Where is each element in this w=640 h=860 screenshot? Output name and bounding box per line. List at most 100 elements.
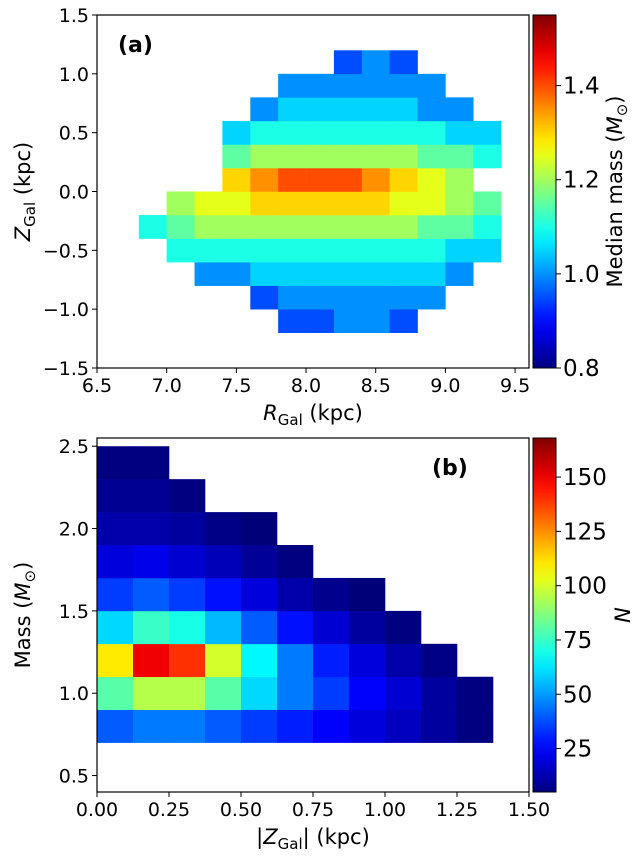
heatmap-cell bbox=[306, 73, 335, 98]
heatmap-cell bbox=[333, 262, 363, 286]
heatmap-cell bbox=[361, 73, 390, 98]
label-part: | bbox=[256, 825, 263, 850]
heatmap-cell bbox=[421, 676, 458, 710]
heatmap-cell bbox=[97, 610, 134, 645]
heatmap-cell bbox=[97, 709, 134, 743]
y-axis-label: Mass (M⊙) bbox=[11, 562, 39, 669]
y-tick-label: 2.0 bbox=[59, 519, 89, 541]
colorbar bbox=[532, 437, 557, 793]
heatmap-cell bbox=[361, 215, 390, 239]
heatmap-cell bbox=[250, 97, 279, 122]
colorbar-label: N bbox=[611, 607, 635, 623]
heatmap-cell bbox=[133, 446, 170, 480]
heatmap-cell bbox=[473, 120, 502, 145]
heatmap-cell bbox=[194, 262, 223, 286]
label-part: R bbox=[263, 401, 278, 425]
y-tick-label: 2.5 bbox=[59, 436, 89, 458]
x-tick-label: 8.5 bbox=[361, 375, 391, 397]
heatmap-cell bbox=[333, 167, 363, 192]
label-part: ) bbox=[11, 562, 35, 570]
heatmap-cell bbox=[445, 262, 474, 286]
heatmap-cell bbox=[445, 120, 474, 145]
heatmap-cell bbox=[222, 144, 251, 169]
heatmap-cell bbox=[306, 120, 335, 145]
heatmap-cell bbox=[277, 610, 314, 645]
heatmap-cell bbox=[333, 50, 363, 75]
heatmap-cell bbox=[169, 676, 206, 710]
heatmap-cell bbox=[389, 262, 418, 286]
heatmap-cell bbox=[222, 215, 251, 239]
heatmap-cell bbox=[473, 238, 502, 263]
colorbar-label: Median mass (M⊙) bbox=[603, 95, 631, 287]
heatmap-cell bbox=[169, 709, 206, 743]
heatmap-cell bbox=[389, 238, 418, 263]
heatmap-cell bbox=[241, 709, 278, 743]
heatmap-cell bbox=[306, 215, 335, 239]
heatmap-cell bbox=[97, 545, 134, 579]
panel-annotation: (b) bbox=[432, 456, 468, 481]
heatmap-cell bbox=[389, 215, 418, 239]
heatmap-cell bbox=[138, 215, 167, 239]
heatmap-cell bbox=[222, 167, 251, 192]
heatmap-cell bbox=[445, 238, 474, 263]
heatmap-cell bbox=[313, 610, 350, 645]
heatmap-cell bbox=[277, 545, 314, 579]
heatmap-cell bbox=[241, 577, 278, 612]
heatmap-cell bbox=[349, 676, 386, 710]
colorbar-tick-label: 25 bbox=[563, 737, 592, 763]
heatmap-cell bbox=[241, 643, 278, 678]
y-tick-label: 1.0 bbox=[59, 64, 89, 86]
heatmap-cell bbox=[277, 709, 314, 743]
heatmap-cell bbox=[313, 577, 350, 612]
heatmap-cell bbox=[278, 73, 307, 98]
x-tick-label: 0.75 bbox=[292, 799, 334, 821]
heatmap-cell bbox=[361, 144, 390, 169]
heatmap-cell bbox=[205, 577, 242, 612]
heatmap-cell bbox=[277, 577, 314, 612]
heatmap-cell bbox=[417, 285, 446, 310]
heatmap-cell bbox=[277, 676, 314, 710]
heatmap-cell bbox=[417, 144, 446, 169]
heatmap-cell bbox=[421, 709, 458, 743]
heatmap-cell bbox=[333, 120, 363, 145]
heatmap-cell bbox=[333, 309, 363, 333]
x-tick-label: 1.00 bbox=[364, 799, 406, 821]
heatmap-cell bbox=[205, 512, 242, 546]
heatmap-cell bbox=[389, 285, 418, 310]
heatmap-cell bbox=[333, 191, 363, 216]
heatmap-cell bbox=[445, 215, 474, 239]
heatmap-cell bbox=[389, 191, 418, 216]
x-tick-label: 0.50 bbox=[220, 799, 262, 821]
heatmap-cell bbox=[241, 676, 278, 710]
heatmap-cell bbox=[389, 167, 418, 192]
heatmap-cell bbox=[194, 238, 223, 263]
colorbar-tick-label: 150 bbox=[563, 465, 607, 491]
heatmap-cell bbox=[241, 545, 278, 579]
heatmap-cell bbox=[97, 577, 134, 612]
heatmap-cell bbox=[278, 120, 307, 145]
heatmap-cell bbox=[417, 120, 446, 145]
colorbar-tick-label: 0.8 bbox=[563, 356, 600, 382]
heatmap-cell bbox=[250, 120, 279, 145]
x-tick-label: 9.5 bbox=[500, 375, 530, 397]
heatmap-cell bbox=[457, 676, 494, 710]
heatmap-cell bbox=[361, 97, 390, 122]
label-part: Z bbox=[262, 825, 278, 849]
panel-annotation: (a) bbox=[118, 33, 153, 58]
heatmap-cell bbox=[205, 676, 242, 710]
heatmap-cell bbox=[205, 709, 242, 743]
x-tick-label: 7.0 bbox=[152, 375, 182, 397]
heatmap-cell bbox=[241, 610, 278, 645]
heatmap-cell bbox=[306, 144, 335, 169]
heatmap-cell bbox=[250, 167, 279, 192]
y-tick-label: −0.5 bbox=[43, 240, 89, 262]
heatmap-cell bbox=[417, 262, 446, 286]
heatmap-cell bbox=[277, 643, 314, 678]
heatmap-cell bbox=[250, 144, 279, 169]
heatmap-cell bbox=[306, 167, 335, 192]
heatmap-cell bbox=[169, 479, 206, 513]
heatmap-cell bbox=[97, 512, 134, 546]
heatmap-cell bbox=[97, 676, 134, 710]
heatmap-cell bbox=[349, 610, 386, 645]
heatmap-cell bbox=[361, 285, 390, 310]
